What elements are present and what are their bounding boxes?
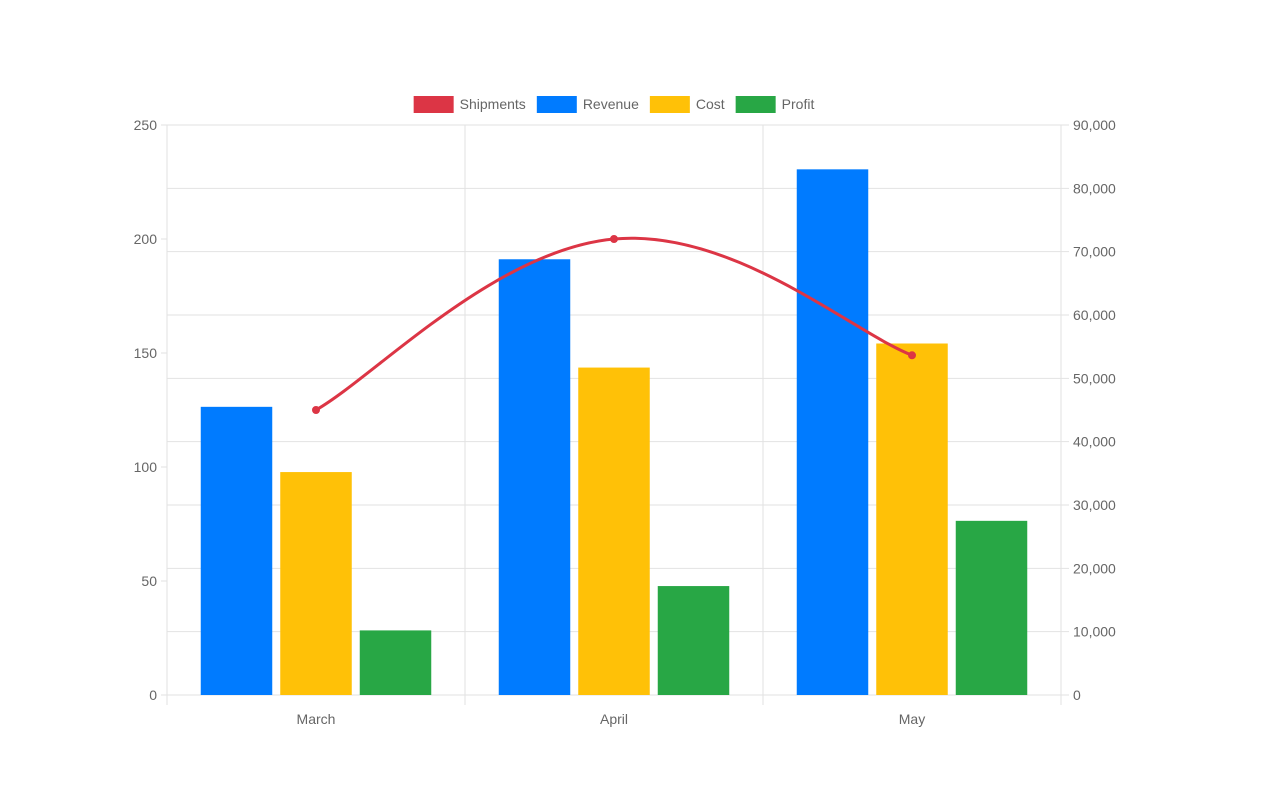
left-axis-tick-label: 250: [134, 117, 158, 133]
x-axis-tick-label: March: [297, 711, 336, 727]
left-axis-tick-label: 100: [134, 459, 158, 475]
legend-label-revenue[interactable]: Revenue: [583, 96, 639, 112]
right-axis-tick-label: 80,000: [1073, 180, 1116, 196]
point-shipments-april[interactable]: [610, 235, 618, 243]
bars-layer: [200, 169, 1028, 696]
right-axis-tick-label: 40,000: [1073, 434, 1116, 450]
bar-profit-may[interactable]: [955, 520, 1028, 695]
legend-swatch-cost[interactable]: [649, 96, 690, 113]
x-axis-tick-label: April: [600, 711, 628, 727]
bar-cost-may[interactable]: [876, 343, 948, 696]
legend-label-profit[interactable]: Profit: [782, 96, 815, 112]
right-axis-tick-label: 20,000: [1073, 560, 1116, 576]
legend[interactable]: Shipments Revenue Cost Profit: [413, 96, 815, 113]
legend-swatch-shipments[interactable]: [413, 96, 454, 113]
right-axis-tick-label: 50,000: [1073, 370, 1116, 386]
left-axis-tick-label: 150: [134, 345, 158, 361]
right-axis-tick-label: 10,000: [1073, 624, 1116, 640]
bar-cost-april[interactable]: [578, 367, 650, 695]
right-axis-tick-label: 60,000: [1073, 307, 1116, 323]
right-axis-tick-label: 70,000: [1073, 244, 1116, 260]
left-axis-tick-label: 50: [141, 573, 157, 589]
legend-swatch-profit[interactable]: [735, 96, 776, 113]
point-shipments-march[interactable]: [312, 406, 320, 414]
bar-profit-march[interactable]: [359, 630, 432, 695]
bar-revenue-april[interactable]: [498, 259, 571, 695]
right-axis-tick-label: 0: [1073, 687, 1081, 703]
legend-label-shipments[interactable]: Shipments: [460, 96, 526, 112]
bar-profit-april[interactable]: [657, 586, 730, 695]
left-axis-tick-label: 0: [149, 687, 157, 703]
right-axis-tick-label: 30,000: [1073, 497, 1116, 513]
bar-cost-march[interactable]: [280, 472, 352, 695]
right-axis-tick-label: 90,000: [1073, 117, 1116, 133]
legend-label-cost[interactable]: Cost: [696, 96, 725, 112]
bar-revenue-march[interactable]: [200, 406, 273, 695]
legend-swatch-revenue[interactable]: [536, 96, 577, 113]
line-layer: [312, 235, 916, 414]
point-shipments-may[interactable]: [908, 351, 916, 360]
axes-layer: 0 50 100 150 200 250 0 10,000 20,000 30,000 40,000…: [134, 117, 1116, 727]
x-axis-tick-label: May: [899, 711, 925, 727]
left-axis-tick-label: 200: [134, 231, 158, 247]
bar-revenue-may[interactable]: [796, 169, 869, 696]
